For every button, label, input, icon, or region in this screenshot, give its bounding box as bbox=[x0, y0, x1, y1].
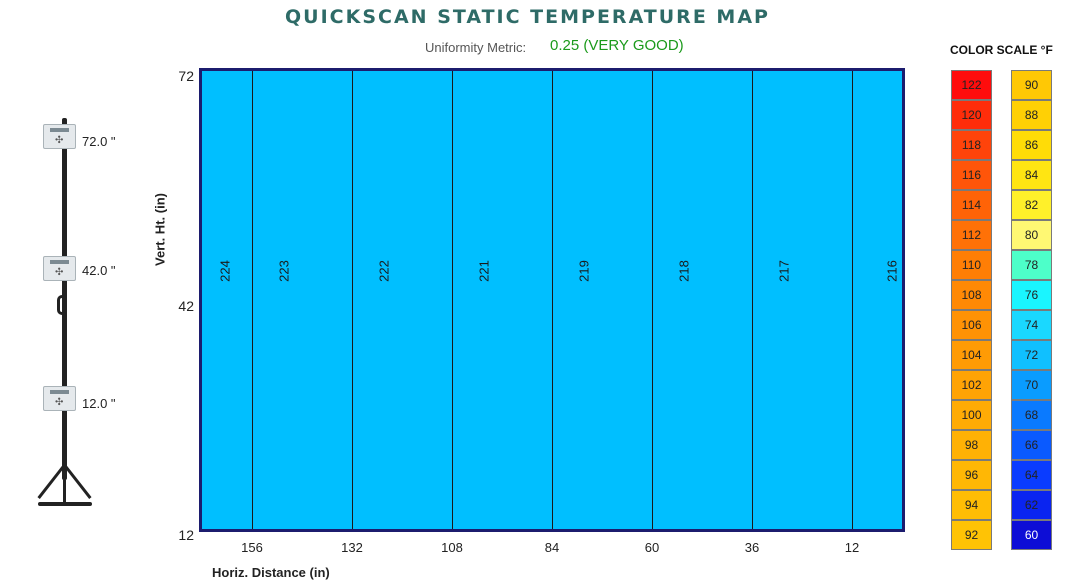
tripod-base bbox=[38, 502, 92, 506]
color-scale-swatch: 100 bbox=[951, 400, 992, 430]
color-scale-swatch: 102 bbox=[951, 370, 992, 400]
color-scale-title: COLOR SCALE °F bbox=[950, 43, 1053, 57]
color-scale-swatch: 94 bbox=[951, 490, 992, 520]
heatmap-cell bbox=[552, 71, 652, 529]
x-tick-label: 108 bbox=[441, 540, 463, 555]
color-scale-swatch: 84 bbox=[1011, 160, 1052, 190]
heatmap-cell bbox=[752, 71, 852, 529]
heatmap-cell bbox=[852, 71, 902, 529]
color-scale-swatch: 76 bbox=[1011, 280, 1052, 310]
heatmap-cell bbox=[652, 71, 752, 529]
color-scale-swatch: 112 bbox=[951, 220, 992, 250]
heatmap-value-label: 223 bbox=[276, 260, 291, 282]
color-scale-swatch: 66 bbox=[1011, 430, 1052, 460]
uniformity-metric: Uniformity Metric: 0.25 (VERY GOOD) bbox=[425, 37, 684, 55]
color-scale-swatch: 96 bbox=[951, 460, 992, 490]
sensor-label-top: 72.0 " bbox=[82, 134, 116, 149]
color-scale-swatch: 118 bbox=[951, 130, 992, 160]
tripod-leg bbox=[63, 465, 66, 503]
color-scale-swatch: 88 bbox=[1011, 100, 1052, 130]
y-tick-label: 12 bbox=[178, 527, 194, 543]
sensor-label-bottom: 12.0 " bbox=[82, 396, 116, 411]
sensor-icon: ✣ bbox=[43, 386, 76, 411]
sensor-icon: ✣ bbox=[43, 256, 76, 281]
chart-title: QUICKSCAN STATIC TEMPERATURE MAP bbox=[285, 6, 770, 28]
color-scale-swatch: 60 bbox=[1011, 520, 1052, 550]
heatmap-value-label: 222 bbox=[376, 260, 391, 282]
heatmap-svg: 224 223 222 221 219 218 217 216 bbox=[202, 71, 902, 529]
color-scale-swatch: 64 bbox=[1011, 460, 1052, 490]
heatmap-cell bbox=[452, 71, 552, 529]
color-scale-swatch: 116 bbox=[951, 160, 992, 190]
color-scale-swatch: 104 bbox=[951, 340, 992, 370]
uniformity-label: Uniformity Metric: bbox=[425, 40, 527, 55]
color-scale-swatch: 72 bbox=[1011, 340, 1052, 370]
y-tick-label: 42 bbox=[178, 298, 194, 314]
color-scale-swatch: 68 bbox=[1011, 400, 1052, 430]
tripod-leg bbox=[37, 464, 66, 500]
color-scale-swatch: 108 bbox=[951, 280, 992, 310]
color-scale-swatch: 98 bbox=[951, 430, 992, 460]
temperature-heatmap: 224 223 222 221 219 218 217 216 bbox=[199, 68, 905, 532]
sensor-icon: ✣ bbox=[43, 124, 76, 149]
heatmap-cell bbox=[202, 71, 252, 529]
color-scale-swatch: 110 bbox=[951, 250, 992, 280]
uniformity-value: 0.25 (VERY GOOD) bbox=[550, 37, 684, 54]
heatmap-value-label: 218 bbox=[676, 260, 691, 282]
heatmap-value-label: 217 bbox=[776, 260, 791, 282]
stand-clip bbox=[57, 295, 67, 315]
sensor-label-middle: 42.0 " bbox=[82, 263, 116, 278]
color-scale-swatch: 122 bbox=[951, 70, 992, 100]
color-scale-swatch: 114 bbox=[951, 190, 992, 220]
color-scale-swatch: 62 bbox=[1011, 490, 1052, 520]
y-tick-label: 72 bbox=[178, 68, 194, 84]
sensor-stand: ✣ 72.0 " ✣ 42.0 " ✣ 12.0 " bbox=[28, 110, 138, 515]
color-scale-swatch: 86 bbox=[1011, 130, 1052, 160]
x-tick-label: 156 bbox=[241, 540, 263, 555]
color-scale-swatch: 120 bbox=[951, 100, 992, 130]
color-scale-swatch: 92 bbox=[951, 520, 992, 550]
x-tick-label: 36 bbox=[744, 540, 760, 555]
color-scale-swatch: 78 bbox=[1011, 250, 1052, 280]
color-scale-swatch: 90 bbox=[1011, 70, 1052, 100]
color-scale-swatch: 70 bbox=[1011, 370, 1052, 400]
heatmap-value-label: 221 bbox=[476, 260, 491, 282]
color-scale-swatch: 106 bbox=[951, 310, 992, 340]
tripod-leg bbox=[63, 464, 92, 500]
color-scale-swatch: 74 bbox=[1011, 310, 1052, 340]
heatmap-value-label: 219 bbox=[576, 260, 591, 282]
x-tick-label: 132 bbox=[341, 540, 363, 555]
x-tick-label: 60 bbox=[644, 540, 660, 555]
heatmap-value-label: 224 bbox=[217, 260, 232, 282]
x-tick-label: 12 bbox=[844, 540, 860, 555]
heatmap-cell bbox=[252, 71, 352, 529]
color-scale-swatch: 82 bbox=[1011, 190, 1052, 220]
heatmap-cell bbox=[352, 71, 452, 529]
x-tick-label: 84 bbox=[544, 540, 560, 555]
color-scale-swatch: 80 bbox=[1011, 220, 1052, 250]
x-axis-title: Horiz. Distance (in) bbox=[212, 565, 330, 580]
heatmap-value-label: 216 bbox=[884, 260, 899, 282]
y-axis-title: Vert. Ht. (in) bbox=[152, 193, 168, 266]
